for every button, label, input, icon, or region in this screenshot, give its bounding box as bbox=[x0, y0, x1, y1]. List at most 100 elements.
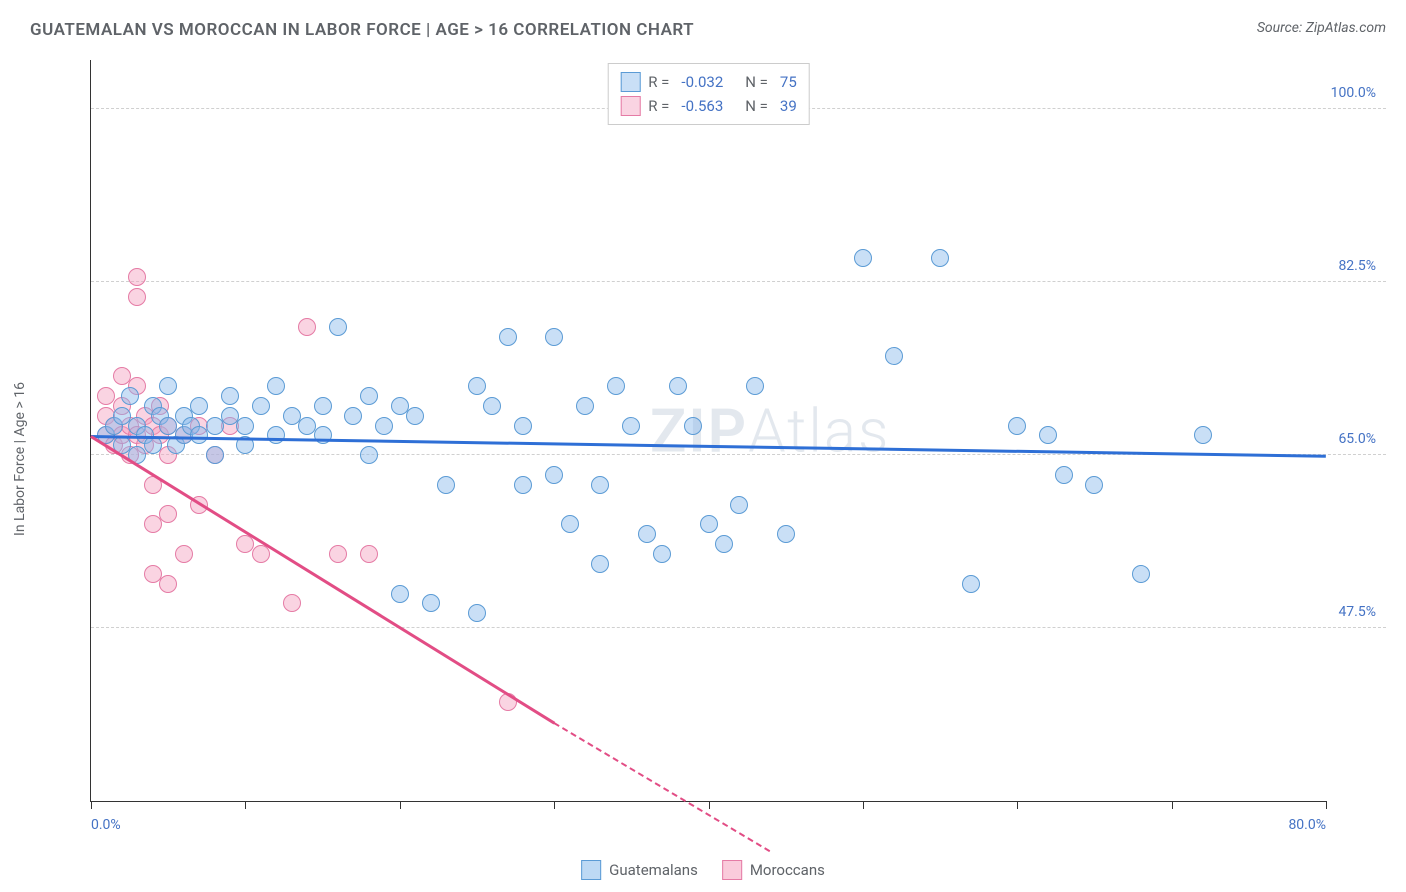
data-point bbox=[175, 545, 193, 563]
correlation-legend-row: R = -0.563 N = 39 bbox=[620, 94, 797, 118]
gridline bbox=[91, 281, 1386, 282]
data-point bbox=[777, 525, 795, 543]
data-point bbox=[128, 288, 146, 306]
correlation-legend-row: R = -0.032 N = 75 bbox=[620, 70, 797, 94]
x-tick bbox=[91, 801, 92, 809]
data-point bbox=[329, 318, 347, 336]
data-point bbox=[159, 575, 177, 593]
data-point bbox=[298, 318, 316, 336]
correlation-legend: R = -0.032 N = 75 R = -0.563 N = 39 bbox=[607, 63, 810, 125]
data-point bbox=[252, 545, 270, 563]
n-value: 75 bbox=[780, 73, 797, 91]
data-point bbox=[854, 249, 872, 267]
n-label: N = bbox=[745, 73, 768, 91]
series-legend-label: Guatemalans bbox=[609, 861, 698, 879]
data-point bbox=[1085, 476, 1103, 494]
data-point bbox=[159, 505, 177, 523]
legend-swatch bbox=[620, 96, 640, 116]
legend-swatch bbox=[581, 860, 601, 880]
data-point bbox=[483, 397, 501, 415]
x-tick bbox=[554, 801, 555, 809]
data-point bbox=[1194, 426, 1212, 444]
x-tick bbox=[1172, 801, 1173, 809]
series-legend-label: Moroccans bbox=[750, 861, 825, 879]
data-point bbox=[159, 377, 177, 395]
data-point bbox=[561, 515, 579, 533]
data-point bbox=[190, 397, 208, 415]
chart-title: GUATEMALAN VS MOROCCAN IN LABOR FORCE | … bbox=[30, 20, 694, 40]
r-value: -0.032 bbox=[681, 73, 723, 91]
data-point bbox=[746, 377, 764, 395]
y-axis-label: In Labor Force | Age > 16 bbox=[12, 382, 28, 536]
data-point bbox=[406, 407, 424, 425]
series-legend: Guatemalans Moroccans bbox=[581, 860, 825, 880]
data-point bbox=[622, 417, 640, 435]
data-point bbox=[715, 535, 733, 553]
data-point bbox=[545, 328, 563, 346]
data-point bbox=[576, 397, 594, 415]
n-label: N = bbox=[745, 97, 768, 115]
data-point bbox=[1008, 417, 1026, 435]
data-point bbox=[314, 397, 332, 415]
data-point bbox=[962, 575, 980, 593]
data-point bbox=[236, 417, 254, 435]
y-tick-label: 65.0% bbox=[1338, 431, 1376, 447]
x-tick bbox=[245, 801, 246, 809]
series-legend-item: Guatemalans bbox=[581, 860, 698, 880]
data-point bbox=[669, 377, 687, 395]
data-point bbox=[468, 604, 486, 622]
n-value: 39 bbox=[780, 97, 797, 115]
data-point bbox=[1132, 565, 1150, 583]
x-tick bbox=[400, 801, 401, 809]
x-tick-label: 0.0% bbox=[91, 817, 121, 833]
data-point bbox=[283, 594, 301, 612]
data-point bbox=[499, 328, 517, 346]
trend-line bbox=[554, 722, 771, 852]
data-point bbox=[221, 387, 239, 405]
data-point bbox=[1055, 466, 1073, 484]
data-point bbox=[267, 377, 285, 395]
data-point bbox=[437, 476, 455, 494]
data-point bbox=[684, 417, 702, 435]
data-point bbox=[267, 426, 285, 444]
legend-swatch bbox=[620, 72, 640, 92]
x-tick bbox=[1017, 801, 1018, 809]
x-tick-label: 80.0% bbox=[1288, 817, 1326, 833]
data-point bbox=[545, 466, 563, 484]
r-label: R = bbox=[648, 73, 669, 91]
data-point bbox=[514, 476, 532, 494]
r-label: R = bbox=[648, 97, 669, 115]
source-attribution: Source: ZipAtlas.com bbox=[1257, 20, 1386, 36]
data-point bbox=[730, 496, 748, 514]
data-point bbox=[514, 417, 532, 435]
series-legend-item: Moroccans bbox=[722, 860, 825, 880]
y-tick-label: 100.0% bbox=[1331, 85, 1376, 101]
y-tick-label: 47.5% bbox=[1338, 604, 1376, 620]
data-point bbox=[360, 545, 378, 563]
data-point bbox=[391, 585, 409, 603]
data-point bbox=[591, 476, 609, 494]
watermark-light: Atlas bbox=[748, 395, 890, 466]
data-point bbox=[128, 268, 146, 286]
data-point bbox=[591, 555, 609, 573]
data-point bbox=[329, 545, 347, 563]
data-point bbox=[885, 347, 903, 365]
data-point bbox=[422, 594, 440, 612]
gridline bbox=[91, 627, 1386, 628]
data-point bbox=[700, 515, 718, 533]
data-point bbox=[375, 417, 393, 435]
x-tick bbox=[709, 801, 710, 809]
data-point bbox=[607, 377, 625, 395]
data-point bbox=[360, 446, 378, 464]
data-point bbox=[206, 446, 224, 464]
chart-container: In Labor Force | Age > 16 ZIPAtlas R =-0… bbox=[50, 60, 1386, 842]
r-value: -0.563 bbox=[681, 97, 723, 115]
plot-area: ZIPAtlas R =-0.032N =75R =-0.563N =39 47… bbox=[90, 60, 1326, 802]
data-point bbox=[360, 387, 378, 405]
x-tick bbox=[863, 801, 864, 809]
data-point bbox=[344, 407, 362, 425]
data-point bbox=[931, 249, 949, 267]
data-point bbox=[1039, 426, 1057, 444]
x-tick bbox=[1326, 801, 1327, 809]
data-point bbox=[638, 525, 656, 543]
